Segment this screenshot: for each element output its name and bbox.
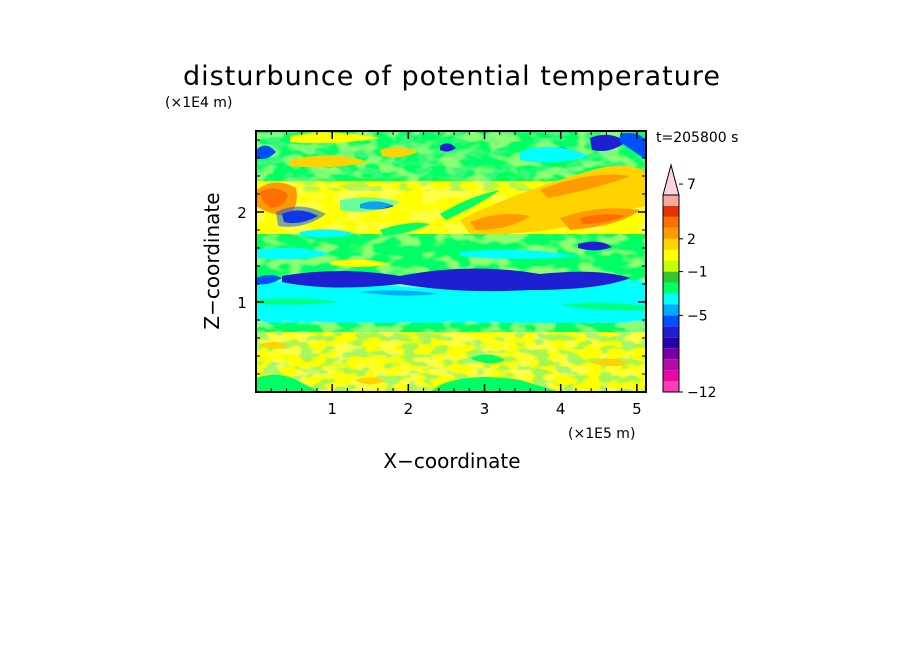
colorbar-frame [662, 194, 680, 393]
yellow-patch [330, 259, 390, 267]
colorbar-swatch [663, 293, 679, 305]
cyan-band-ripple [256, 298, 340, 305]
cyan-patch [256, 247, 330, 260]
colorbar-swatch [663, 271, 679, 283]
colorbar-swatch [663, 205, 679, 217]
time-label: t=205800 s [656, 130, 738, 146]
blue-top-right [590, 134, 626, 151]
chart-title: disturbunce of potential temperature [183, 61, 721, 92]
red-core-right [580, 214, 625, 224]
green-streak [380, 222, 430, 236]
x-tick-label: 3 [480, 400, 490, 418]
surface-green-patch [256, 374, 320, 392]
colorbar: −12−5−127 [662, 163, 717, 401]
green-streak [440, 190, 500, 220]
colorbar-swatch [663, 216, 679, 228]
cyan-top [520, 146, 590, 163]
orange-upper-right [540, 174, 630, 198]
colorbar-swatch [663, 238, 679, 250]
blue-top-left [256, 145, 276, 160]
x-tick-label: 1 [327, 400, 337, 418]
blue-top-right-2 [620, 132, 646, 160]
colorbar-tick-label: 2 [687, 232, 696, 248]
orange-left-core [260, 188, 288, 208]
orange-left-2 [290, 155, 370, 168]
colorbar-tick-label: −12 [687, 385, 717, 401]
x-tick-label: 5 [632, 400, 642, 418]
blue-band-light [256, 275, 282, 285]
colorbar-swatch [663, 249, 679, 261]
axes: 1 2 3 4 5 1 2 [237, 131, 646, 418]
colorbar-swatch [663, 315, 679, 327]
x-unit-label: (×1E5 m) [568, 426, 635, 442]
cyan-min-center [340, 197, 400, 212]
y-unit-label: (×1E4 m) [165, 95, 232, 111]
colorbar-swatch [663, 282, 679, 294]
x-tick-label: 2 [404, 400, 414, 418]
orange-top [380, 147, 418, 158]
cyan-streak [300, 229, 356, 238]
blue-top-dot [440, 143, 456, 152]
colorbar-extend-arrow [662, 163, 680, 196]
colorbar-swatch [663, 195, 679, 206]
colorbar-swatch [663, 370, 679, 382]
cyan-patch [460, 249, 580, 259]
colorbar-swatch [663, 381, 679, 392]
surface-green-patch [470, 354, 505, 364]
y-axis-label: Z−coordinate [200, 192, 224, 329]
orange-core-mid [470, 214, 530, 230]
colorbar-swatch [663, 260, 679, 272]
blue-min-right [578, 241, 612, 251]
x-tick-label: 4 [556, 400, 566, 418]
cyan-band [256, 283, 646, 323]
plot-frame [255, 130, 647, 393]
surface-orange-patch [260, 341, 288, 349]
colorbar-tick-label: −1 [687, 265, 708, 281]
blue-min-left-halo [276, 206, 326, 227]
surface-orange-patch [590, 358, 630, 367]
colorbar-swatch [663, 304, 679, 316]
colorbar-tick-label: −5 [687, 308, 708, 324]
heatmap-field [256, 131, 646, 392]
colorbar-swatch [663, 337, 679, 349]
yellow-top [290, 132, 380, 144]
surface-green-patch [430, 376, 560, 392]
surface-orange-patch [355, 377, 385, 385]
x-axis-label: X−coordinate [383, 449, 520, 473]
y-tick-label: 2 [237, 204, 247, 222]
blue-band-light [360, 290, 440, 296]
y-tick-label: 1 [237, 294, 247, 312]
blue-band [282, 268, 630, 292]
colorbar-swatch [663, 348, 679, 360]
colorbar-swatch [663, 227, 679, 239]
colorbar-tick-label: 7 [687, 177, 696, 193]
colorbar-swatch [663, 326, 679, 338]
cyan-band-ripple [560, 302, 646, 311]
colorbar-swatch [663, 359, 679, 371]
